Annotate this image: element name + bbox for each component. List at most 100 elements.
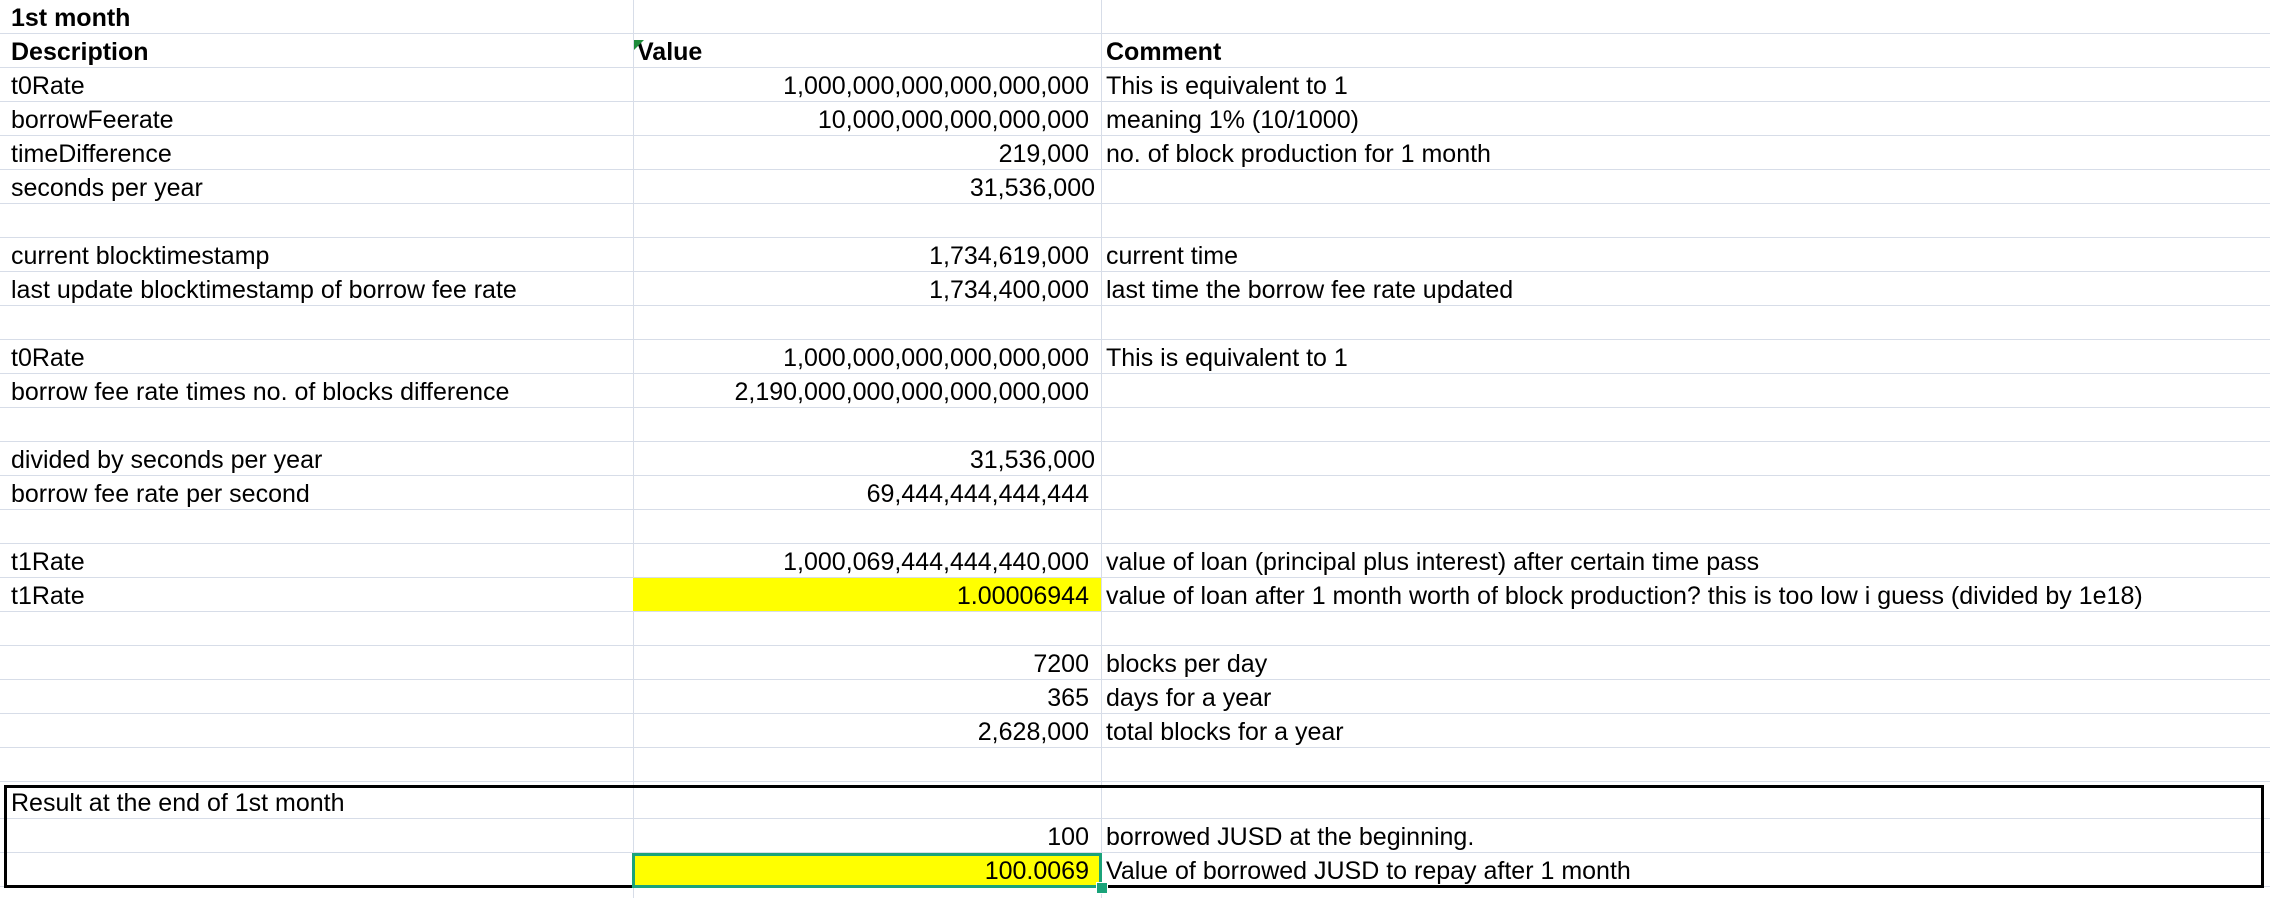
value-cell[interactable] xyxy=(633,612,1101,645)
description-cell[interactable]: divided by seconds per year xyxy=(11,446,323,474)
description-cell[interactable] xyxy=(0,853,633,886)
table-row: t1Rate 1.00006944 value of loan after 1 … xyxy=(0,578,2270,612)
comment-cell[interactable]: value of loan (principal plus interest) … xyxy=(1106,548,1760,576)
value-cell[interactable]: 31,536,000 xyxy=(633,170,1101,203)
description-cell[interactable] xyxy=(0,714,633,747)
comment-cell[interactable] xyxy=(1101,306,2270,339)
header-value[interactable]: Value xyxy=(637,38,703,66)
table-row xyxy=(0,408,2270,442)
comment-cell[interactable]: Value of borrowed JUSD to repay after 1 … xyxy=(1106,857,1631,885)
comment-cell[interactable]: borrowed JUSD at the beginning. xyxy=(1106,823,1475,851)
comment-cell[interactable] xyxy=(1101,408,2270,441)
value-cell[interactable] xyxy=(633,748,1101,781)
header-description[interactable]: Description xyxy=(11,38,149,66)
cell[interactable] xyxy=(633,0,1101,33)
sheet-title-cell[interactable]: 1st month xyxy=(11,4,131,32)
description-cell[interactable] xyxy=(0,306,633,339)
value-text: 1,734,400,000 xyxy=(929,276,1089,304)
comment-cell[interactable] xyxy=(1101,204,2270,237)
value-cell[interactable]: 2,628,000 xyxy=(633,714,1101,747)
comment-cell[interactable]: total blocks for a year xyxy=(1106,718,1344,746)
description-cell[interactable]: last update blocktimestamp of borrow fee… xyxy=(11,276,517,304)
value-cell[interactable]: 1,000,000,000,000,000,000 xyxy=(633,68,1101,101)
table-row xyxy=(0,204,2270,238)
description-cell[interactable]: t0Rate xyxy=(11,344,85,372)
description-cell[interactable]: t0Rate xyxy=(11,72,85,100)
comment-cell[interactable]: no. of block production for 1 month xyxy=(1106,140,1491,168)
table-row: 100.0069 Value of borrowed JUSD to repay… xyxy=(0,853,2270,887)
header-comment[interactable]: Comment xyxy=(1106,38,1222,66)
value-cell-selected[interactable]: 100.0069 xyxy=(633,853,1101,886)
value-cell[interactable]: 7200 xyxy=(633,646,1101,679)
table-row: borrow fee rate times no. of blocks diff… xyxy=(0,374,2270,408)
value-text: 1,000,000,000,000,000,000 xyxy=(783,72,1089,100)
description-cell[interactable] xyxy=(0,680,633,713)
cell[interactable] xyxy=(1101,0,2270,33)
description-cell[interactable] xyxy=(0,204,633,237)
table-row xyxy=(0,510,2270,544)
comment-cell[interactable] xyxy=(1101,442,2270,475)
description-cell[interactable]: borrow fee rate times no. of blocks diff… xyxy=(11,378,510,406)
value-cell[interactable] xyxy=(633,785,1101,818)
comment-cell[interactable]: meaning 1% (10/1000) xyxy=(1106,106,1359,134)
value-cell[interactable]: 69,444,444,444,444 xyxy=(633,476,1101,509)
value-text: 10,000,000,000,000,000 xyxy=(817,106,1089,134)
comment-cell[interactable] xyxy=(1101,748,2270,781)
value-cell[interactable]: 10,000,000,000,000,000 xyxy=(633,102,1101,135)
description-cell[interactable] xyxy=(0,819,633,852)
description-cell[interactable] xyxy=(0,646,633,679)
comment-cell[interactable]: This is equivalent to 1 xyxy=(1106,344,1348,372)
value-cell[interactable]: 1,734,400,000 xyxy=(633,272,1101,305)
value-cell[interactable]: 1,734,619,000 xyxy=(633,238,1101,271)
description-cell[interactable]: seconds per year xyxy=(11,174,203,202)
value-cell-highlighted[interactable]: 1.00006944 xyxy=(633,578,1101,611)
value-cell[interactable] xyxy=(633,204,1101,237)
comment-cell[interactable]: value of loan after 1 month worth of blo… xyxy=(1106,582,2143,610)
comment-cell[interactable] xyxy=(1101,374,2270,407)
value-cell[interactable]: 365 xyxy=(633,680,1101,713)
table-row: timeDifference 219,000 no. of block prod… xyxy=(0,136,2270,170)
value-text: 2,628,000 xyxy=(977,718,1089,746)
description-cell[interactable] xyxy=(0,612,633,645)
value-cell[interactable]: 219,000 xyxy=(633,136,1101,169)
comment-cell[interactable]: This is equivalent to 1 xyxy=(1106,72,1348,100)
comment-cell[interactable] xyxy=(1101,785,2270,818)
description-cell[interactable]: borrow fee rate per second xyxy=(11,480,310,508)
comment-cell[interactable]: days for a year xyxy=(1106,684,1272,712)
description-cell[interactable] xyxy=(0,408,633,441)
table-row: t0Rate 1,000,000,000,000,000,000 This is… xyxy=(0,340,2270,374)
value-cell[interactable]: 31,536,000 xyxy=(633,442,1101,475)
description-cell[interactable]: borrowFeerate xyxy=(11,106,174,134)
table-row: t1Rate 1,000,069,444,444,440,000 value o… xyxy=(0,544,2270,578)
table-row: 365 days for a year xyxy=(0,680,2270,714)
comment-cell[interactable]: last time the borrow fee rate updated xyxy=(1106,276,1514,304)
description-cell[interactable]: timeDifference xyxy=(11,140,172,168)
description-cell[interactable]: current blocktimestamp xyxy=(11,242,270,270)
value-cell[interactable] xyxy=(633,306,1101,339)
value-cell[interactable]: 100 xyxy=(633,819,1101,852)
value-cell[interactable]: 1,000,069,444,444,440,000 xyxy=(633,544,1101,577)
description-cell[interactable] xyxy=(0,748,633,781)
description-cell[interactable]: t1Rate xyxy=(11,548,85,576)
value-text: 1.00006944 xyxy=(956,582,1089,610)
table-row: t0Rate 1,000,000,000,000,000,000 This is… xyxy=(0,68,2270,102)
comment-cell[interactable]: blocks per day xyxy=(1106,650,1268,678)
comment-cell[interactable] xyxy=(1101,510,2270,543)
table-row xyxy=(0,748,2270,782)
comment-cell[interactable] xyxy=(1101,612,2270,645)
value-cell[interactable] xyxy=(633,510,1101,543)
result-heading-cell[interactable]: Result at the end of 1st month xyxy=(11,789,345,817)
value-text: 2,190,000,000,000,000,000,000 xyxy=(734,378,1089,406)
value-text: 219,000 xyxy=(998,140,1089,168)
value-cell[interactable]: 1,000,000,000,000,000,000 xyxy=(633,340,1101,373)
fill-handle[interactable] xyxy=(1096,882,1108,894)
value-cell[interactable] xyxy=(633,408,1101,441)
value-cell[interactable]: 2,190,000,000,000,000,000,000 xyxy=(633,374,1101,407)
comment-cell[interactable] xyxy=(1101,476,2270,509)
comment-cell[interactable]: current time xyxy=(1106,242,1238,270)
comment-cell[interactable] xyxy=(1101,170,2270,203)
description-cell[interactable]: t1Rate xyxy=(11,582,85,610)
description-cell[interactable] xyxy=(0,510,633,543)
table-row: seconds per year 31,536,000 xyxy=(0,170,2270,204)
